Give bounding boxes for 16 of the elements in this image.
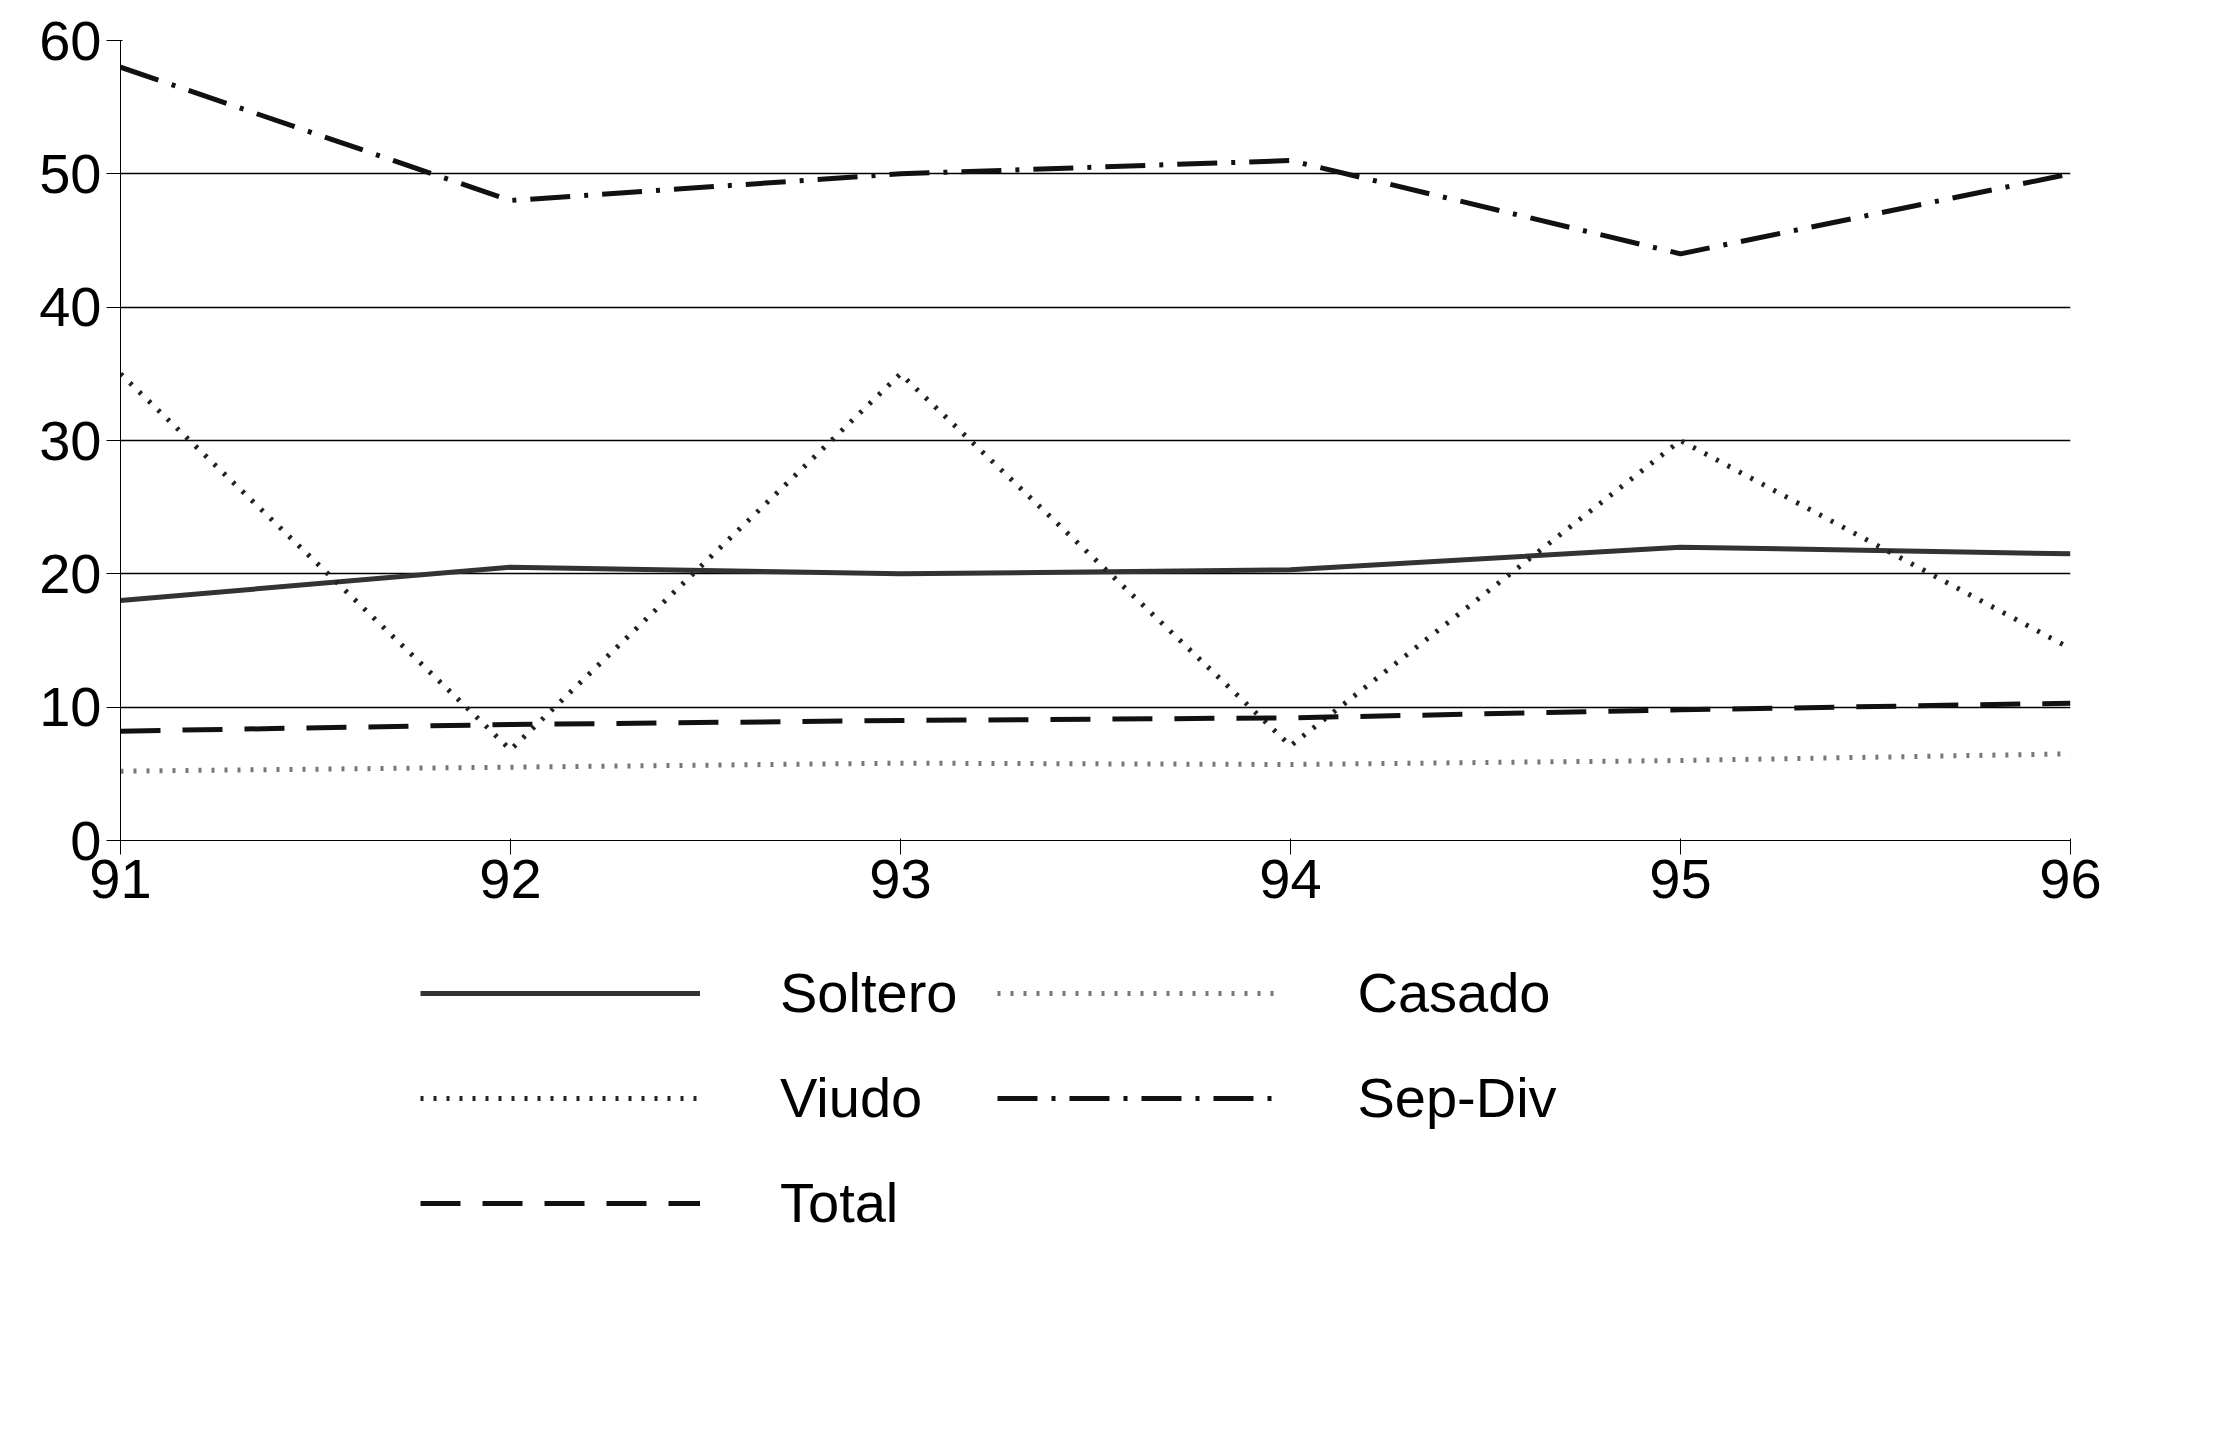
x-tick-label: 92 <box>479 846 542 910</box>
legend-label: Casado <box>1357 960 1551 1025</box>
y-tick-label: 50 <box>39 141 102 205</box>
x-tick-label: 93 <box>869 846 932 910</box>
legend-label: Total <box>780 1170 899 1235</box>
y-tick-label: 60 <box>39 8 102 72</box>
x-tick-label: 94 <box>1259 846 1322 910</box>
y-tick-label: 30 <box>39 408 102 472</box>
y-tick-label: 40 <box>39 275 102 339</box>
y-tick-label: 20 <box>39 541 102 605</box>
legend-label: Sep-Div <box>1357 1065 1557 1130</box>
x-tick-label: 96 <box>2039 846 2102 910</box>
legend-label: Viudo <box>780 1065 923 1130</box>
x-tick-label: 95 <box>1649 846 1712 910</box>
y-tick-label: 10 <box>39 675 102 739</box>
legend-label: Soltero <box>780 960 958 1025</box>
